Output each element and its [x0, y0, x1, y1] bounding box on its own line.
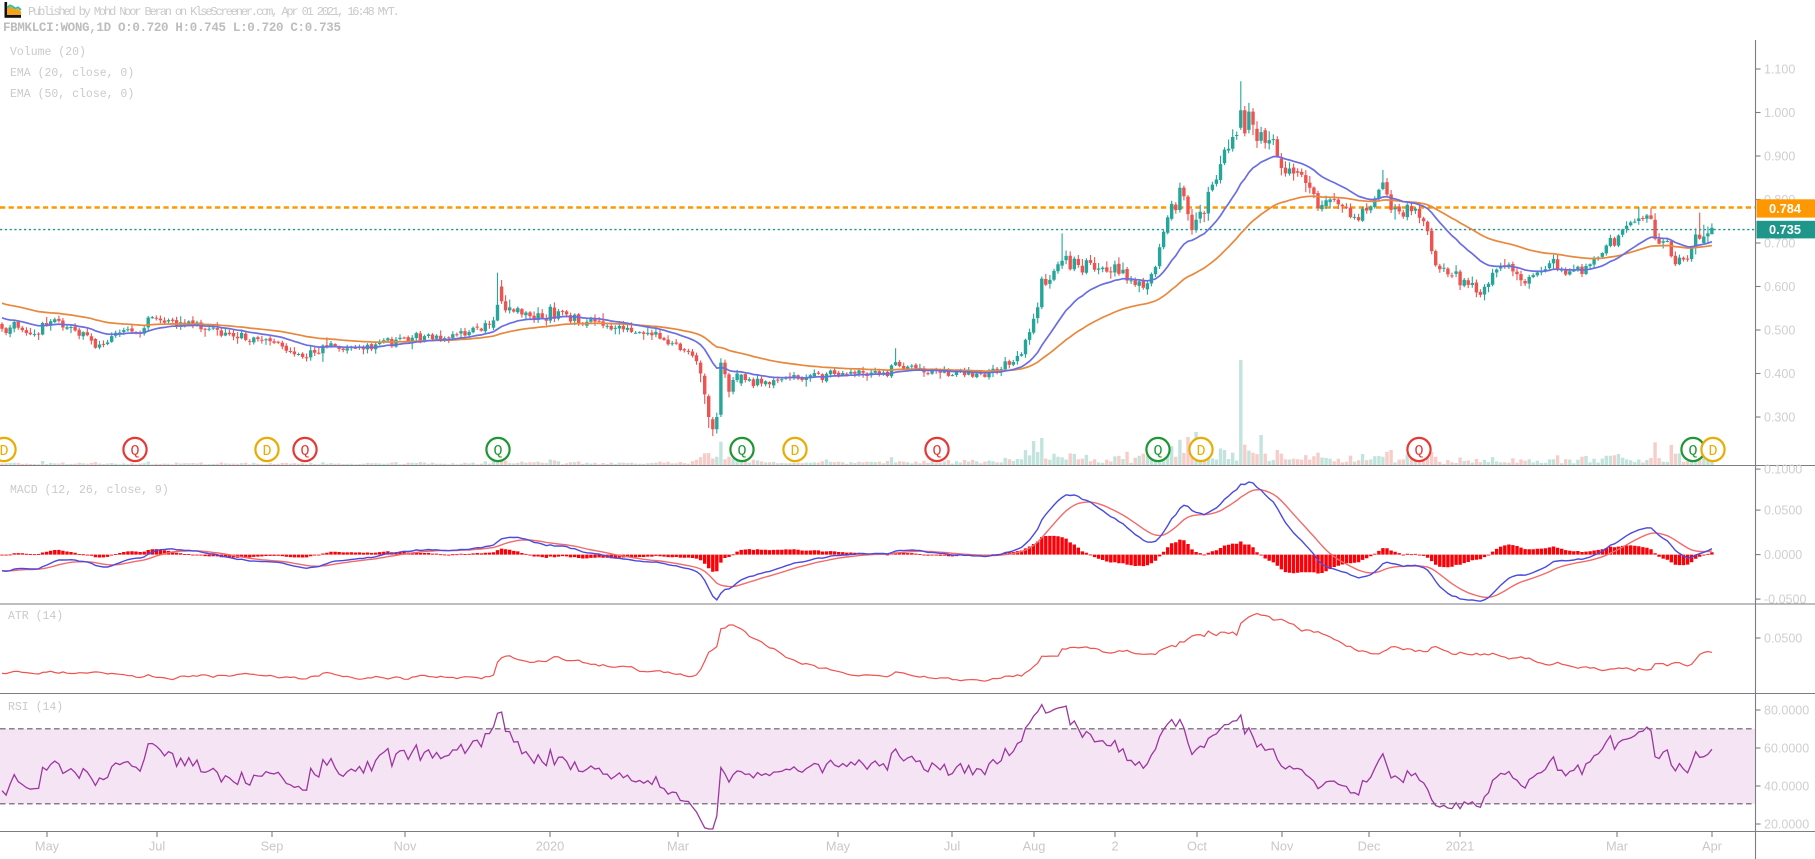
svg-text:D: D — [262, 443, 271, 460]
svg-text:Published by Mohd Noor Beran o: Published by Mohd Noor Beran on KlseScre… — [28, 5, 400, 19]
svg-text:Q: Q — [130, 443, 139, 460]
svg-text:60.0000: 60.0000 — [1764, 741, 1809, 755]
svg-text:Q: Q — [493, 443, 502, 460]
svg-text:0.600: 0.600 — [1764, 280, 1795, 294]
svg-text:Oct: Oct — [1187, 839, 1207, 854]
svg-text:D: D — [790, 443, 799, 460]
svg-text:0.0500: 0.0500 — [1764, 503, 1802, 517]
svg-text:Volume (20): Volume (20) — [10, 46, 86, 59]
svg-text:Dec: Dec — [1358, 839, 1381, 854]
svg-text:Nov: Nov — [394, 839, 417, 854]
svg-text:Q: Q — [737, 443, 746, 460]
svg-text:FBMKLCI:WONG,1D O:0.720 H:0.7: FBMKLCI:WONG,1D O:0.720 H:0.745 L:0.720 … — [3, 21, 341, 35]
svg-text:0.784: 0.784 — [1769, 201, 1802, 216]
svg-text:1.000: 1.000 — [1764, 106, 1795, 120]
svg-text:1.100: 1.100 — [1764, 62, 1795, 76]
svg-text:Nov: Nov — [1271, 839, 1294, 854]
svg-text:Q: Q — [1688, 443, 1697, 460]
svg-text:0.900: 0.900 — [1764, 149, 1795, 163]
svg-text:0.1000: 0.1000 — [1764, 462, 1802, 476]
svg-text:Sep: Sep — [261, 839, 284, 854]
svg-text:20.0000: 20.0000 — [1764, 817, 1809, 831]
svg-text:0.500: 0.500 — [1764, 323, 1795, 337]
svg-text:EMA (20, close, 0): EMA (20, close, 0) — [10, 67, 134, 80]
svg-text:0.0500: 0.0500 — [1764, 631, 1802, 645]
svg-text:ATR (14): ATR (14) — [8, 610, 63, 623]
svg-text:2: 2 — [1111, 839, 1118, 854]
svg-text:0.700: 0.700 — [1764, 236, 1795, 250]
svg-text:MACD (12, 26, close, 9): MACD (12, 26, close, 9) — [10, 484, 169, 497]
svg-text:D: D — [0, 443, 9, 460]
svg-text:Apr: Apr — [1702, 839, 1723, 854]
svg-text:Mar: Mar — [667, 839, 690, 854]
svg-text:Q: Q — [932, 443, 941, 460]
svg-text:Jul: Jul — [944, 839, 960, 854]
svg-text:EMA (50, close, 0): EMA (50, close, 0) — [10, 88, 134, 101]
svg-text:May: May — [826, 839, 851, 854]
svg-text:0.300: 0.300 — [1764, 410, 1795, 424]
svg-text:D: D — [1196, 443, 1205, 460]
svg-text:Mar: Mar — [1606, 839, 1629, 854]
svg-text:80.0000: 80.0000 — [1764, 703, 1809, 717]
svg-text:D: D — [1708, 443, 1717, 460]
svg-text:RSI (14): RSI (14) — [8, 701, 63, 714]
svg-text:0.0000: 0.0000 — [1764, 548, 1802, 562]
svg-text:0.400: 0.400 — [1764, 367, 1795, 381]
svg-text:Jul: Jul — [149, 839, 165, 854]
svg-text:Q: Q — [1414, 443, 1423, 460]
svg-text:-0.0500: -0.0500 — [1764, 592, 1806, 606]
svg-text:0.735: 0.735 — [1769, 222, 1801, 237]
svg-text:2020: 2020 — [536, 839, 564, 854]
svg-text:40.0000: 40.0000 — [1764, 779, 1809, 793]
svg-text:May: May — [35, 839, 60, 854]
svg-text:Q: Q — [1153, 443, 1162, 460]
svg-text:Aug: Aug — [1023, 839, 1046, 854]
svg-text:Q: Q — [300, 443, 309, 460]
svg-text:2021: 2021 — [1446, 839, 1474, 854]
